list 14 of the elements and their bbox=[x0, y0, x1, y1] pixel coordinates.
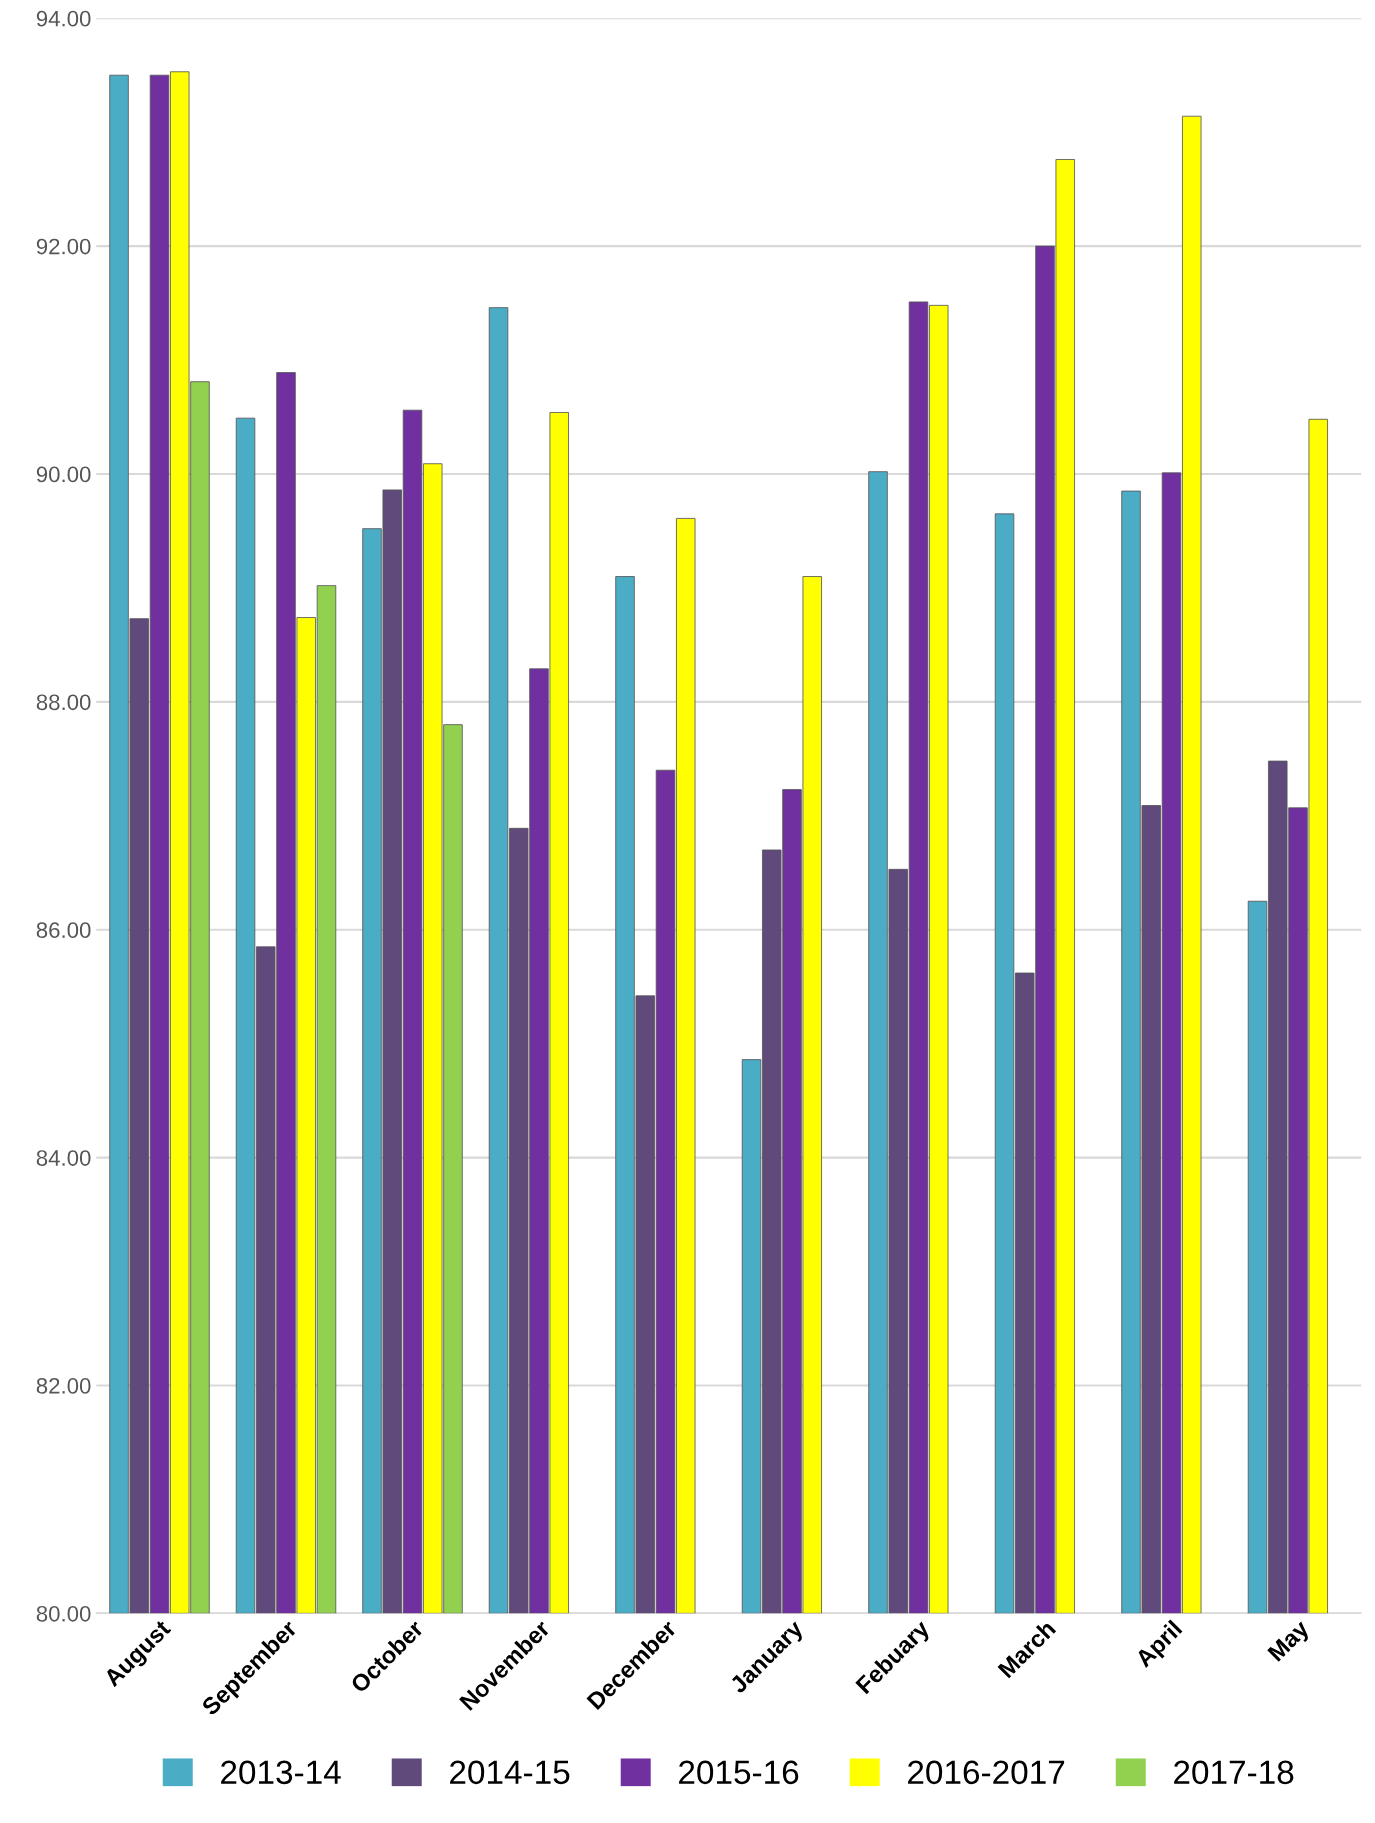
y-tick-label: 88.00 bbox=[36, 694, 91, 711]
x-tick-label: May bbox=[1267, 1618, 1314, 1666]
legend-label: 2016-2017 bbox=[908, 1760, 1065, 1785]
legend-label: 2017-18 bbox=[1174, 1760, 1294, 1785]
y-tick-label: 86.00 bbox=[36, 922, 91, 938]
y-tick-label: 92.00 bbox=[36, 238, 91, 255]
legend-label: 2014-15 bbox=[450, 1760, 570, 1785]
y-tick-label: 84.00 bbox=[36, 1150, 91, 1166]
y-tick-label: 82.00 bbox=[36, 1378, 91, 1394]
y-tick-label: 90.00 bbox=[36, 466, 91, 483]
y-tick-label: 80.00 bbox=[36, 1605, 91, 1622]
y-tick-label: 94.00 bbox=[36, 10, 91, 27]
legend-label: 2013-14 bbox=[221, 1760, 341, 1785]
legend-label: 2015-16 bbox=[679, 1760, 799, 1785]
